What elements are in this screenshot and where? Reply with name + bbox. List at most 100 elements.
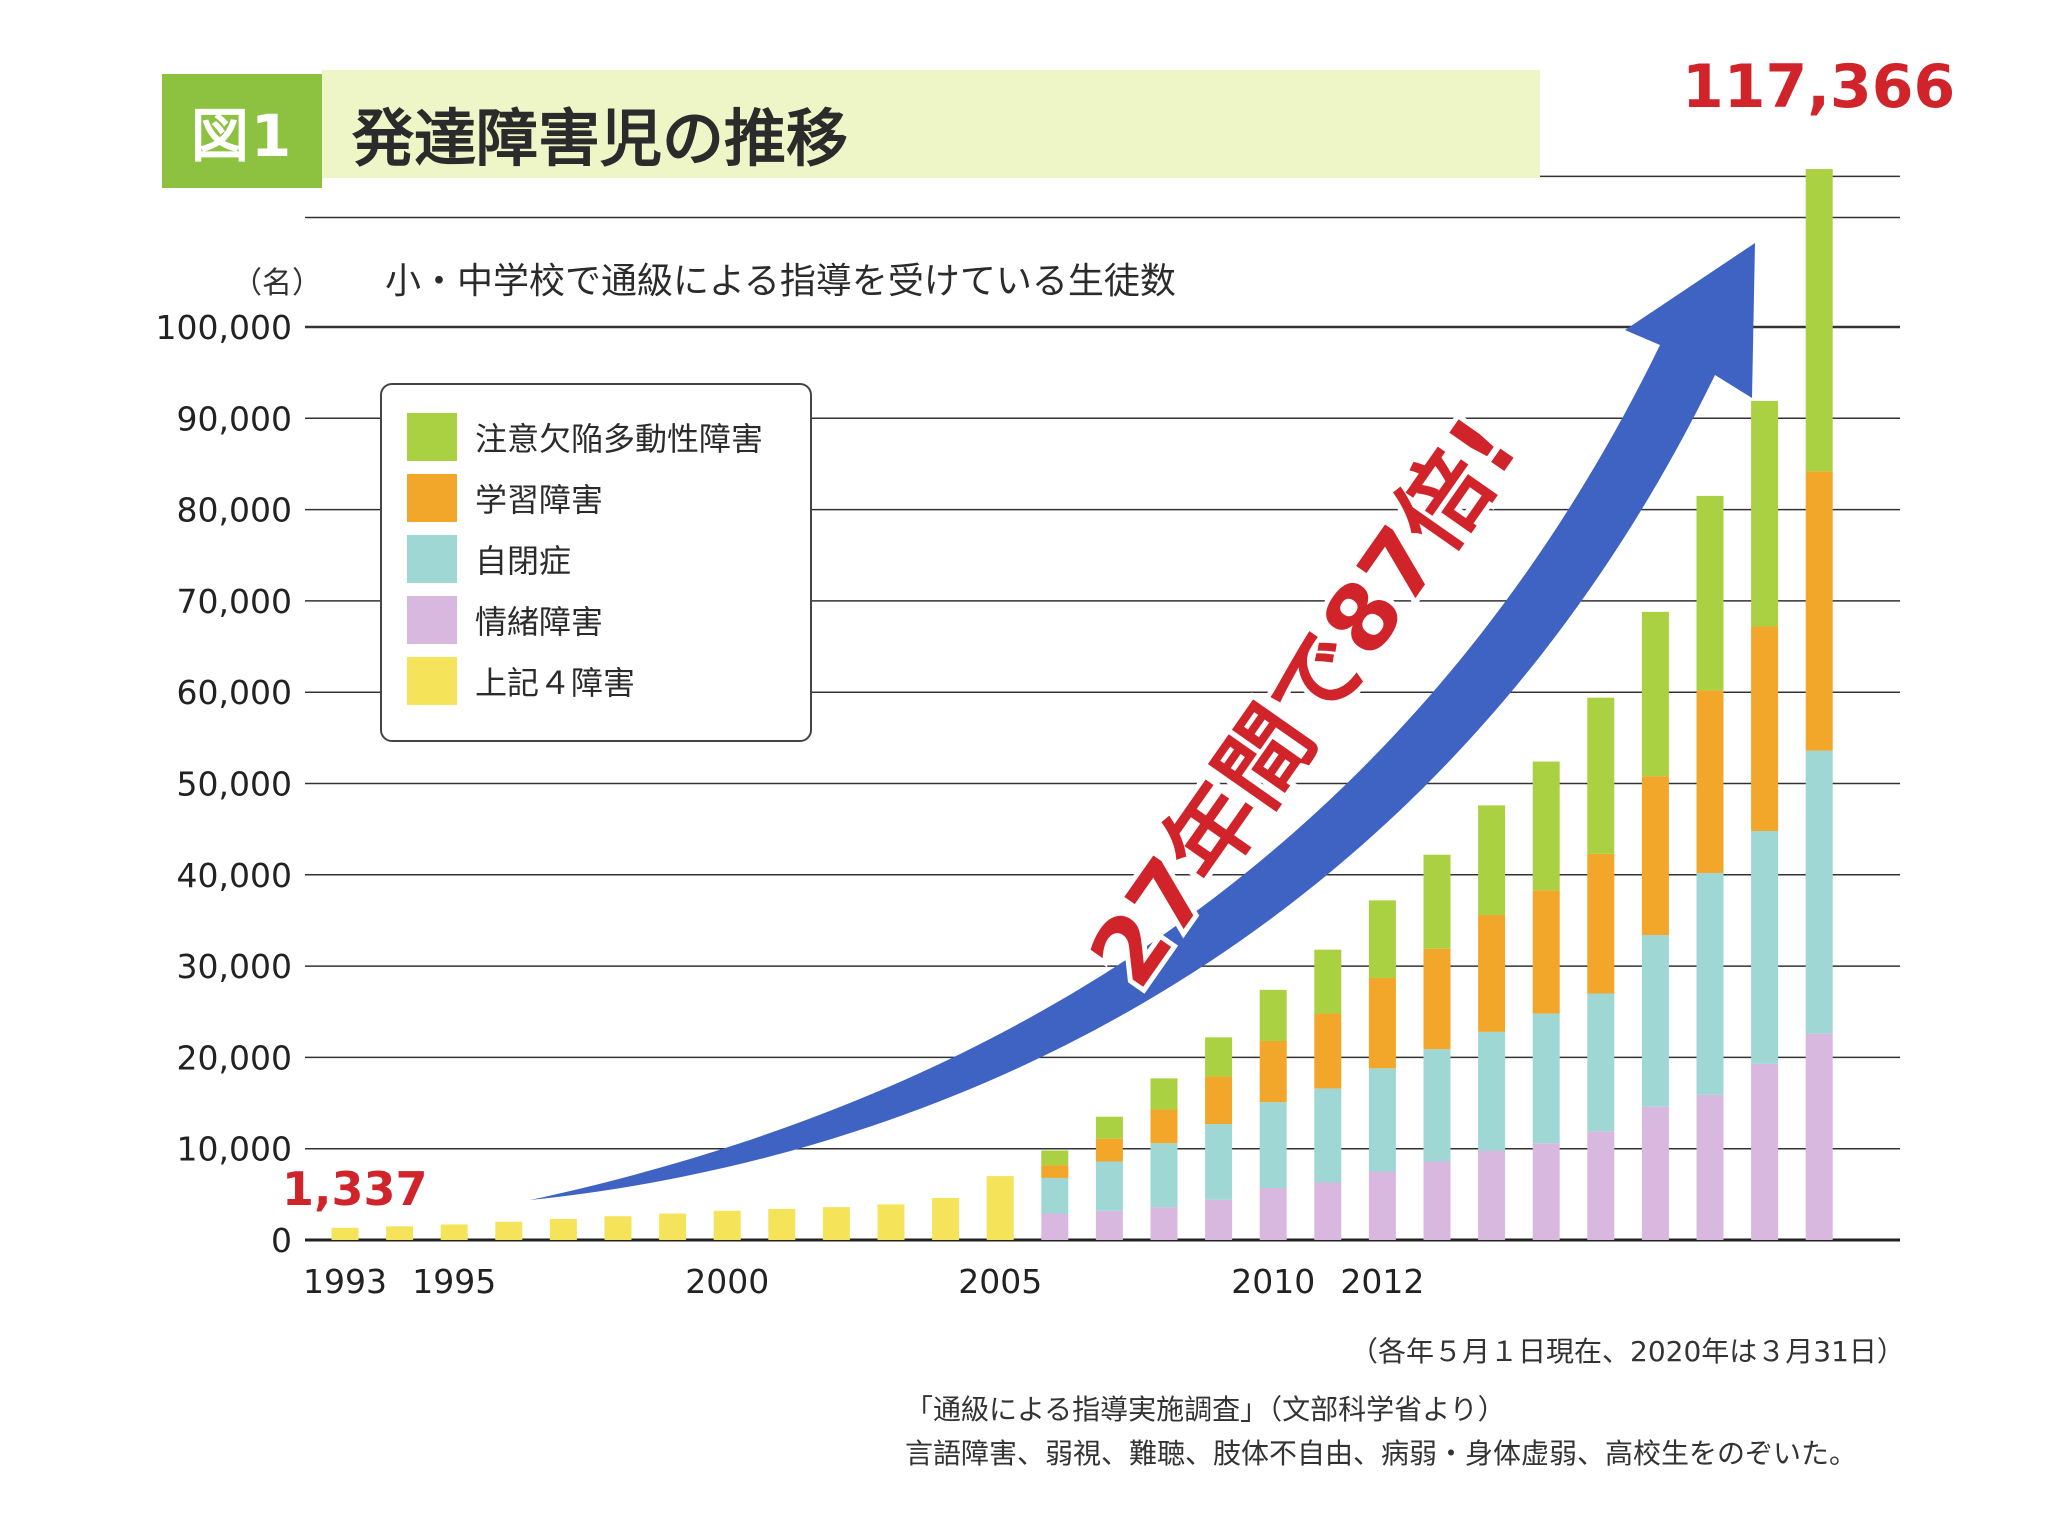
bar-segment [331,1227,359,1240]
bar-segment [1205,1199,1233,1240]
bar-segment [1259,1102,1287,1188]
bar-segment [1478,805,1506,915]
bar-segment [1532,890,1560,1014]
legend-swatch-combined [407,657,457,705]
legend-swatch-ld [407,474,457,522]
bars [331,169,1833,1240]
bar-segment [1532,1143,1560,1240]
bar-segment [386,1226,414,1240]
legend: 注意欠陥多動性障害 学習障害 自閉症 情緒障害 上記４障害 [380,383,812,742]
bar-segment [1751,830,1779,1064]
bar-segment [495,1221,523,1240]
bar-segment [768,1208,796,1240]
y-tick-labels: 0 10,000 20,000 30,000 40,000 50,000 60,000 70,… [156,308,292,1260]
figure-title: 発達障害児の推移 [352,102,849,175]
chart-subtitle: 小・中学校で通級による指導を受けている生徒数 [385,261,1176,302]
legend-item-combined: 上記４障害 [407,657,635,705]
date-note: （各年５月１日現在、2020年は３月31日） [1350,1335,1905,1368]
bar-segment [1751,400,1779,627]
bar-segment [440,1224,468,1240]
bar-segment [1641,776,1669,936]
bar-segment [1041,1165,1069,1178]
bar-segment [877,1204,905,1240]
bar-segment [1805,750,1833,1034]
bar-segment [1041,1150,1069,1166]
bar-segment [1368,977,1396,1069]
bar-segment [1259,1187,1287,1240]
bar-segment [1150,1109,1178,1144]
bar-segment [1041,1177,1069,1214]
y-tick-label: 0 [271,1221,292,1260]
bar-segment [1696,872,1724,1095]
bar-segment [1314,1013,1342,1089]
bar-segment [1205,1037,1233,1077]
bar-segment [1478,1031,1506,1151]
bar-segment [1587,697,1615,854]
bar-segment [1368,1171,1396,1240]
bar-segment [1368,1068,1396,1172]
x-tick-label: 2010 [1231,1262,1315,1301]
bar-segment [1423,1049,1451,1162]
y-tick-label: 10,000 [177,1130,292,1169]
exclusion-note: 言語障害、弱視、難聴、肢体不自由、病弱・身体虚弱、高校生をのぞいた。 [905,1437,1858,1470]
start-value-label: 1,337 [282,1162,428,1216]
bar-segment [822,1207,850,1240]
legend-label-autism: 自閉症 [475,542,572,580]
bar-segment [713,1210,741,1240]
bar-segment [1041,1213,1069,1240]
bar-segment [1532,761,1560,891]
legend-item-emotional: 情緒障害 [407,596,603,644]
y-tick-label: 30,000 [177,947,292,986]
bar-segment [1587,853,1615,994]
x-tick-label: 2012 [1340,1262,1424,1301]
bar-segment [604,1216,632,1240]
bar-segment [1641,935,1669,1107]
legend-item-adhd: 注意欠陥多動性障害 [407,413,763,461]
title-bar-background [322,70,1540,178]
y-tick-label: 50,000 [177,765,292,804]
legend-label-adhd: 注意欠陥多動性障害 [475,420,764,458]
bar-segment [1095,1161,1123,1211]
y-tick-label: 40,000 [177,856,292,895]
y-tick-label: 80,000 [177,491,292,530]
y-tick-label: 60,000 [177,673,292,712]
end-value-label: 117,366 [1682,52,1956,122]
y-tick-label: 90,000 [177,399,292,438]
x-tick-label: 1995 [412,1262,496,1301]
bar-segment [1696,690,1724,873]
bar-segment [1205,1076,1233,1125]
bar-segment [1587,993,1615,1132]
y-tick-label: 70,000 [177,582,292,621]
bar-segment [1751,626,1779,831]
bar-segment [1095,1116,1123,1139]
bar-segment [1150,1078,1178,1110]
bar-segment [549,1219,577,1240]
x-tick-label: 2005 [958,1262,1042,1301]
y-axis-unit: （名） [232,266,322,301]
bar-segment [1423,854,1451,949]
y-tick-label: 100,000 [156,308,292,347]
bar-segment [1805,1033,1833,1240]
legend-swatch-emotional [407,596,457,644]
source-note: 「通級による指導実施調査」（文部科学省より） [905,1393,1506,1426]
bar-segment [1314,949,1342,1014]
bar-segment [1259,989,1287,1041]
bar-segment [1696,495,1724,691]
bar-segment [1205,1124,1233,1200]
bar-segment [932,1198,960,1240]
bar-segment [1478,1150,1506,1240]
bar-segment [1587,1131,1615,1240]
legend-label-emotional: 情緒障害 [475,603,604,641]
bar-segment [1641,611,1669,777]
legend-item-ld: 学習障害 [407,474,603,522]
bar-segment [1423,948,1451,1050]
legend-item-autism: 自閉症 [407,535,571,583]
bar-segment [1259,1040,1287,1103]
bar-segment [1368,900,1396,978]
x-tick-labels: 1993 1995 2000 2005 2010 2012 [303,1262,1424,1301]
bar-segment [1095,1210,1123,1240]
bar-segment [1805,169,1833,472]
bar-segment [1314,1088,1342,1183]
figure-badge: 図1 [162,74,322,188]
